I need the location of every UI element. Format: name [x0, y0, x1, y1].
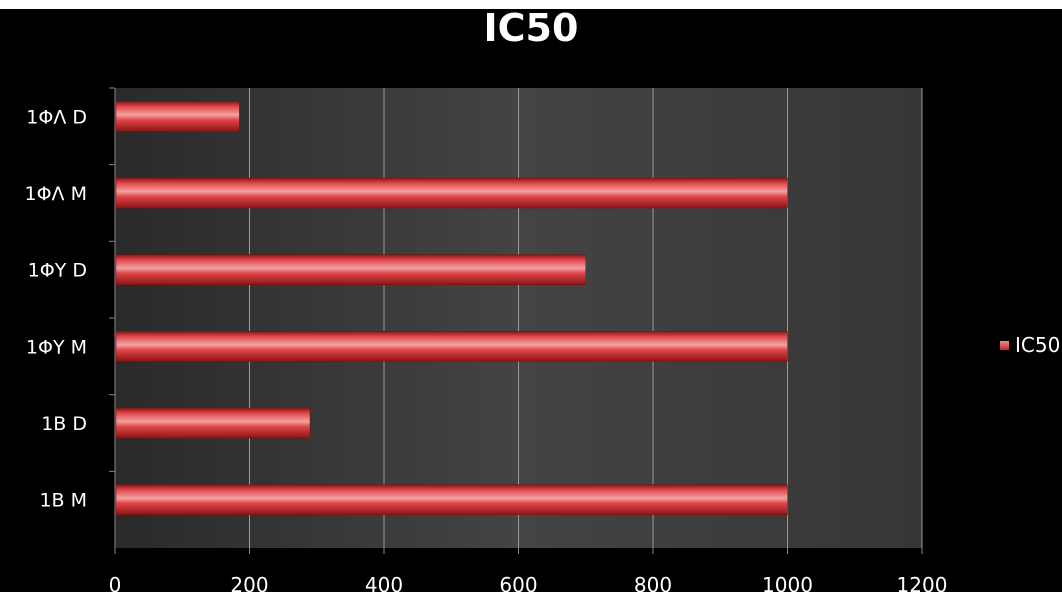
legend: IC50: [1000, 333, 1060, 357]
category-label: 1B D: [41, 413, 87, 435]
legend-label: IC50: [1015, 333, 1061, 357]
category-label: 1ΦΥ M: [26, 336, 87, 358]
bar: [115, 177, 788, 209]
top-border: [0, 0, 1062, 9]
bar: [115, 407, 311, 439]
category-label: 1ΦΛ M: [25, 183, 87, 205]
x-tick-label: 1000: [762, 573, 813, 592]
category-label: 1ΦΛ D: [26, 106, 87, 128]
x-tick-label: 200: [230, 573, 268, 592]
category-label: 1B M: [39, 490, 87, 512]
x-tick-label: 400: [365, 573, 403, 592]
x-tick-label: 1200: [897, 573, 948, 592]
bar: [115, 254, 586, 285]
category-label: 1ΦΥ D: [28, 260, 87, 282]
chart-title: IC50: [483, 6, 579, 50]
bar: [115, 484, 788, 515]
bar: [115, 101, 240, 132]
x-tick-label: 600: [499, 573, 537, 592]
bar: [115, 331, 788, 362]
x-tick-label: 800: [634, 573, 672, 592]
x-tick-label: 0: [109, 573, 122, 592]
legend-swatch: [1000, 340, 1009, 350]
